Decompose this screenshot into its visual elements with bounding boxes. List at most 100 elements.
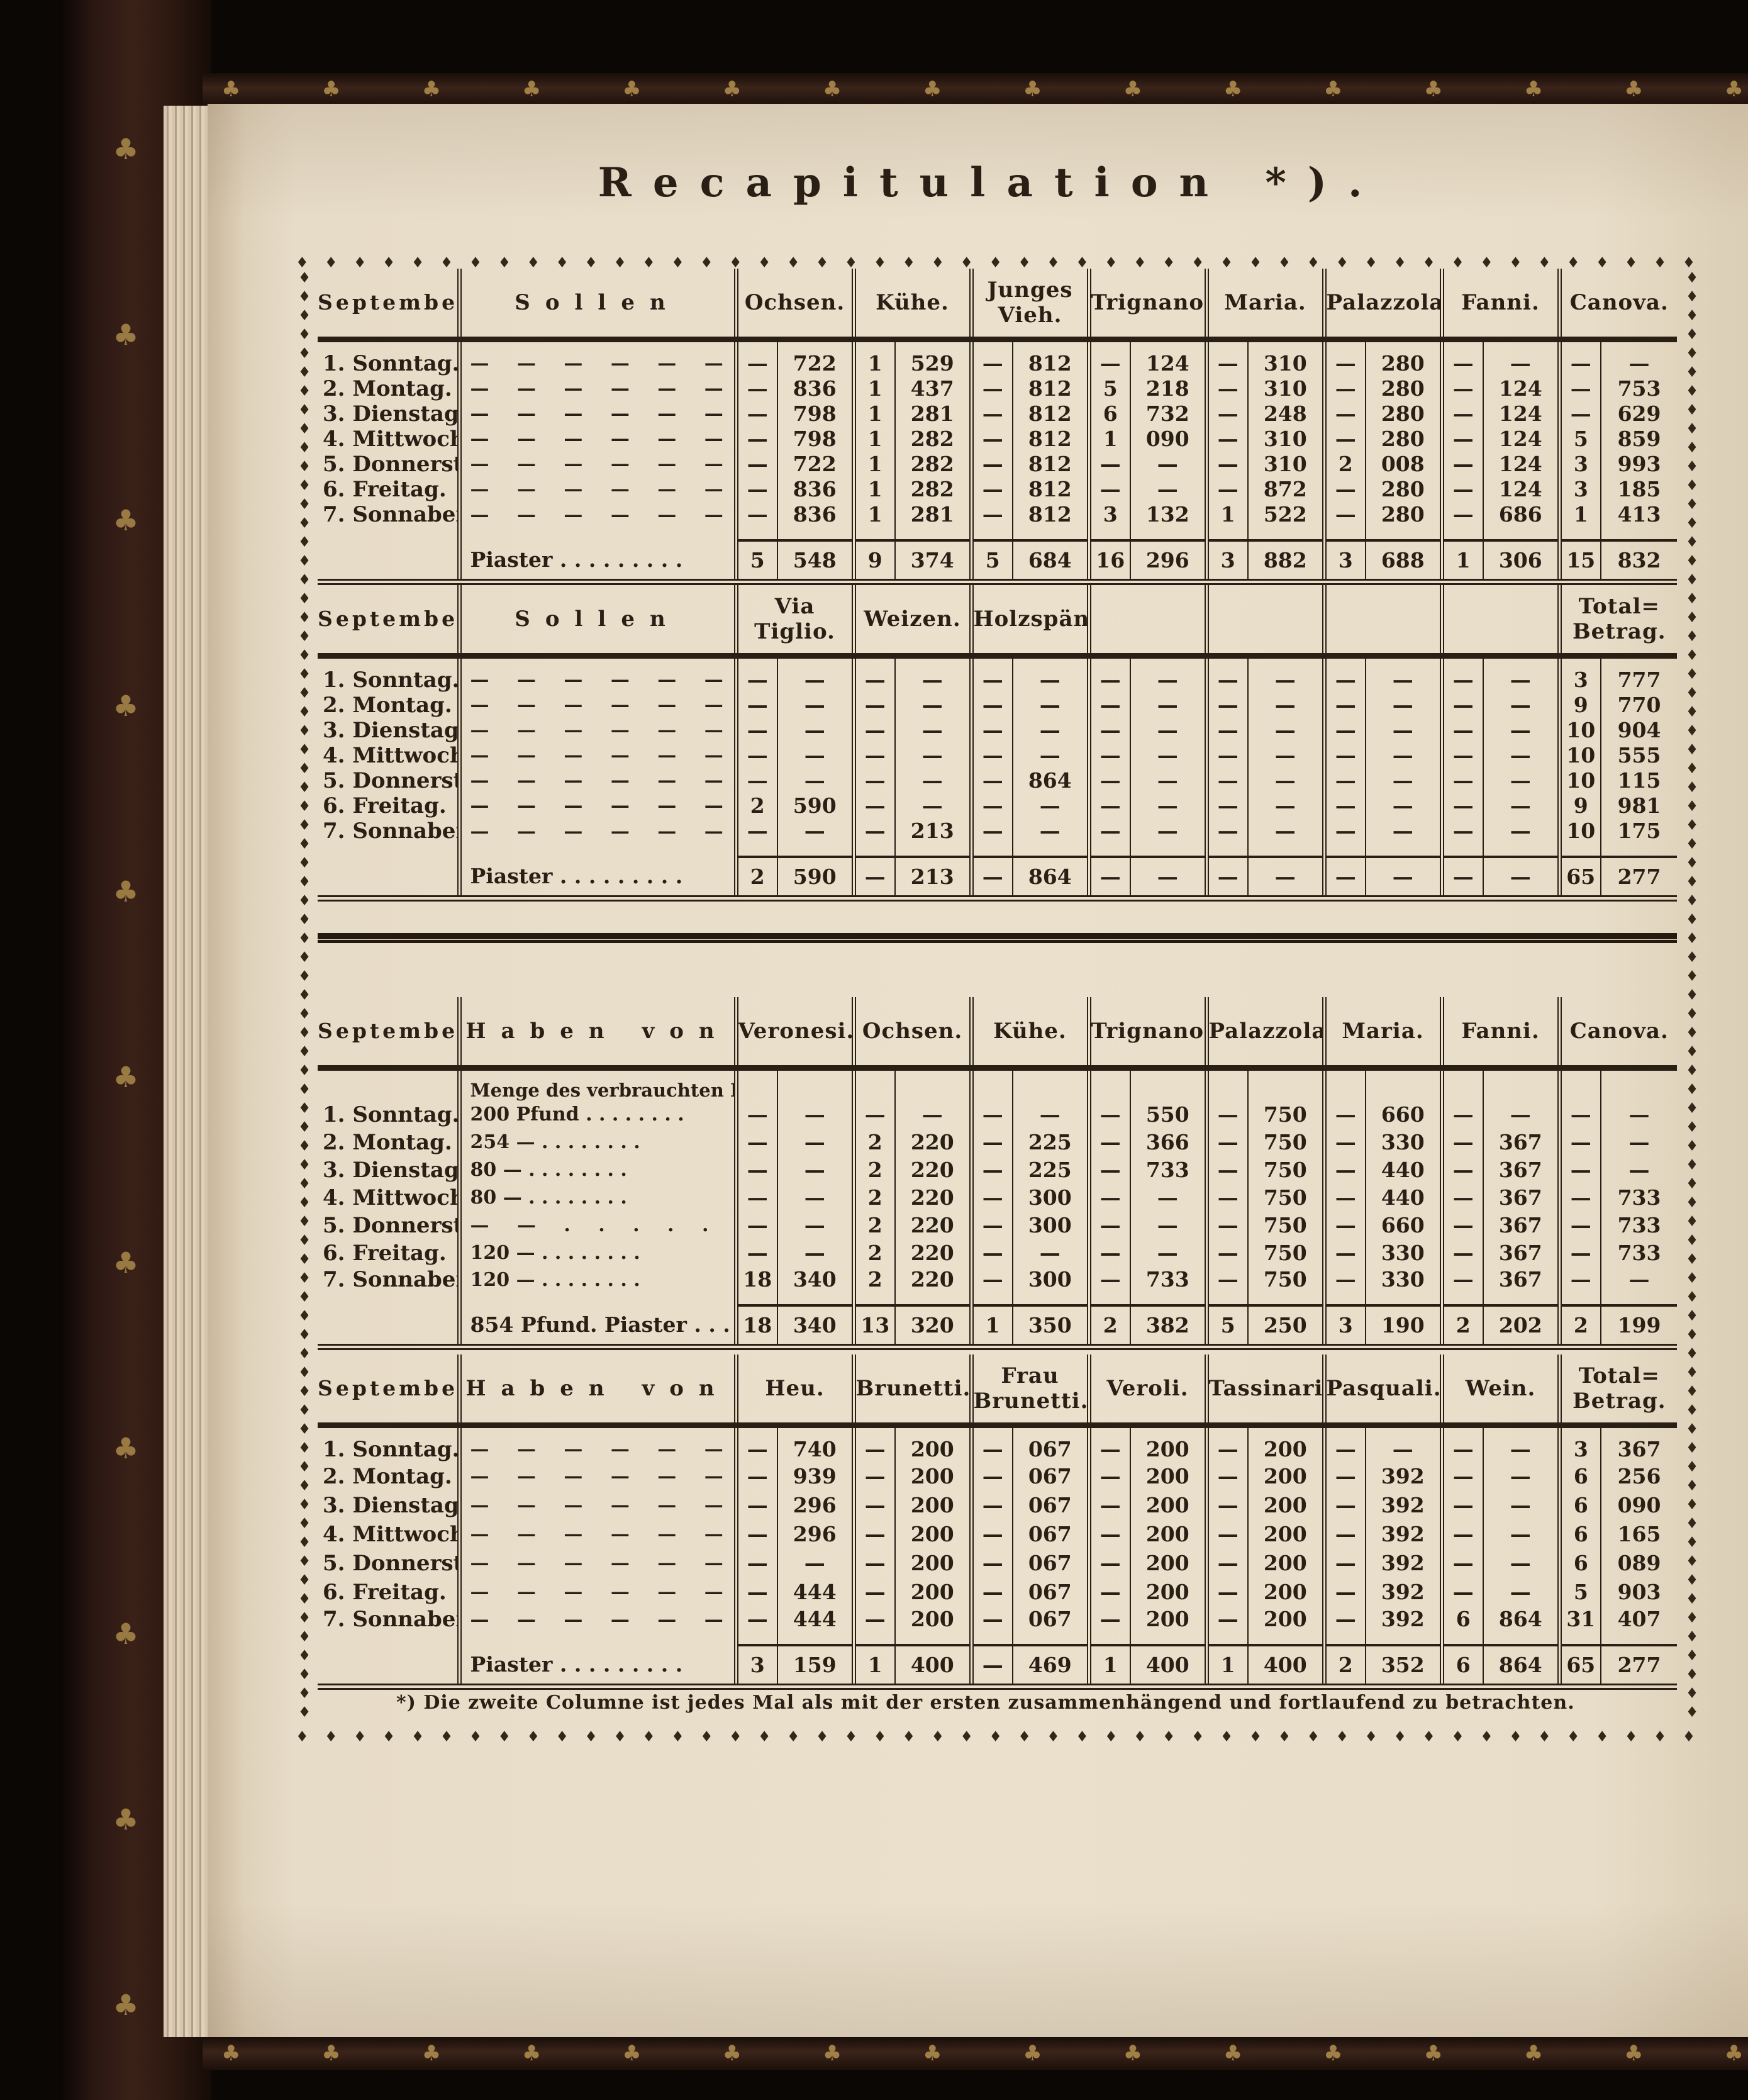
value-cell: — [969,1128,1013,1156]
value-cell: — [1439,1183,1484,1212]
footer-day [318,1305,459,1350]
value-cell: 200 [1247,1548,1325,1578]
value-cell: — [969,1548,1013,1578]
value-cell: 3 [733,1643,777,1690]
value-cell: 413 [1600,501,1678,540]
row-label: 120 — . . . . . . . . [457,1266,736,1305]
page: Recapitulation *). ♦ ♦ ♦ ♦ ♦ ♦ ♦ ♦ ♦ ♦ ♦… [208,104,1748,2037]
row-label: — — — — — — — — [457,476,736,502]
value-cell: 220 [894,1183,972,1212]
value-cell: 750 [1247,1128,1325,1156]
value-cell: 277 [1600,855,1678,902]
value-cell: 777 [1600,656,1678,693]
row-label: — — — — — — — — [457,656,736,693]
value-cell: — [777,1548,854,1578]
value-cell: 1 [851,426,895,452]
row-label: — — — — — — — — [457,717,736,743]
value-cell: — [1322,376,1366,401]
book-edge-top: ♣ ♣ ♣ ♣ ♣ ♣ ♣ ♣ ♣ ♣ ♣ ♣ ♣ ♣ ♣ ♣ ♣ [203,73,1748,106]
value-cell: 770 [1600,692,1678,718]
value-cell: — [1483,1425,1560,1462]
value-cell: 090 [1130,426,1207,452]
value-cell: — [1322,1100,1366,1129]
value-cell: — [1557,1100,1601,1129]
value-cell: 124 [1483,451,1560,477]
value-cell: — [851,768,895,793]
value-cell: 218 [1130,376,1207,401]
row-label: — — — — — — — — [457,1425,736,1462]
value-cell: 132 [1130,501,1207,540]
value-cell: — [1204,1183,1249,1212]
value-cell: 200 [894,1519,972,1549]
row-day: 3. Dienstag. [323,401,459,427]
column-header: Canova. [1557,997,1678,1071]
value-cell: — [1322,1519,1366,1549]
value-cell: 9 [1557,793,1601,818]
table-row: 7. Sonnabend.120 — . . . . . . . .183402… [318,1266,1678,1305]
value-cell: — [851,692,895,718]
value-cell: 367 [1483,1183,1560,1212]
frame-ornament-bottom-icon: ♦ ♦ ♦ ♦ ♦ ♦ ♦ ♦ ♦ ♦ ♦ ♦ ♦ ♦ ♦ ♦ ♦ ♦ ♦ ♦ … [296,1729,1702,1745]
row-day: 6. Freitag. [323,793,447,818]
row-day [318,1068,459,1101]
value-cell: 392 [1365,1490,1442,1520]
value-cell: — [776,1239,854,1267]
value-cell: 629 [1600,401,1678,427]
value-cell: 2 [851,1183,896,1212]
value-cell: — [1204,656,1249,693]
value-cell: 200 [894,1425,972,1462]
table-row: 6. Freitag.— — — — — — — ——8361282—812——… [318,476,1678,502]
value-cell: — [733,818,777,857]
value-cell: — [1011,717,1089,743]
value-cell: — [1483,768,1560,793]
value-cell: 089 [1600,1548,1678,1578]
value-cell: — [1322,1548,1366,1578]
value-cell: 280 [1365,339,1442,376]
value-cell: — [1365,855,1442,902]
value-cell: 350 [1012,1304,1089,1350]
value-cell: 864 [1483,1643,1560,1690]
value-cell: 200 [1247,1490,1325,1520]
value-cell: 220 [894,1211,972,1239]
value-cell: — [1600,1156,1678,1184]
value-cell: — [1322,1266,1366,1305]
gold-ornament-row-icon: ♣ ♣ ♣ ♣ ♣ ♣ ♣ ♣ ♣ ♣ ♣ ♣ ♣ ♣ ♣ ♣ ♣ [221,77,1748,102]
value-cell: — [969,451,1013,477]
row-label: — — — — — — — — [457,1548,736,1578]
value-cell: — [777,717,854,743]
header-month: September. [318,269,459,342]
value-cell: — [1439,476,1484,502]
value-cell: 872 [1247,476,1325,502]
spine-gold-ornaments-icon: ♣ ♣ ♣ ♣ ♣ ♣ ♣ ♣ ♣ ♣ ♣ [113,132,139,2022]
value-cell: — [969,768,1013,793]
value-cell: — [1439,426,1484,452]
value-cell: 812 [1011,451,1089,477]
value-cell: — [969,742,1013,768]
value-cell: 750 [1247,1266,1325,1305]
table-row: 7. Sonnabend.— — — — — — — ————213——————… [318,818,1678,857]
value-cell [1204,1068,1249,1101]
value-cell [1086,1068,1131,1101]
value-cell: — [1483,656,1560,693]
value-cell: 5 [1204,1304,1249,1350]
value-cell: — [733,656,777,693]
value-cell: — [969,1239,1013,1267]
value-cell: 9 [851,539,895,585]
value-cell: 5 [1557,426,1601,452]
column-header: Maria. [1322,997,1442,1071]
value-cell: 199 [1600,1304,1678,1350]
value-cell [776,1068,854,1101]
value-cell: — [1086,1461,1131,1491]
value-cell: — [894,793,971,818]
table-row: 6. Freitag.— — — — — — — —2590——————————… [318,793,1678,818]
value-cell: 6 [1557,1461,1601,1491]
value-cell: 1 [1204,1643,1249,1690]
value-cell: 067 [1012,1490,1089,1520]
value-cell: — [1086,742,1131,768]
value-cell: 859 [1600,426,1678,452]
value-cell: 440 [1365,1156,1442,1184]
value-cell: 280 [1365,376,1442,401]
value-cell: — [1204,793,1249,818]
value-cell: — [969,1266,1013,1305]
value-cell: — [733,426,777,452]
